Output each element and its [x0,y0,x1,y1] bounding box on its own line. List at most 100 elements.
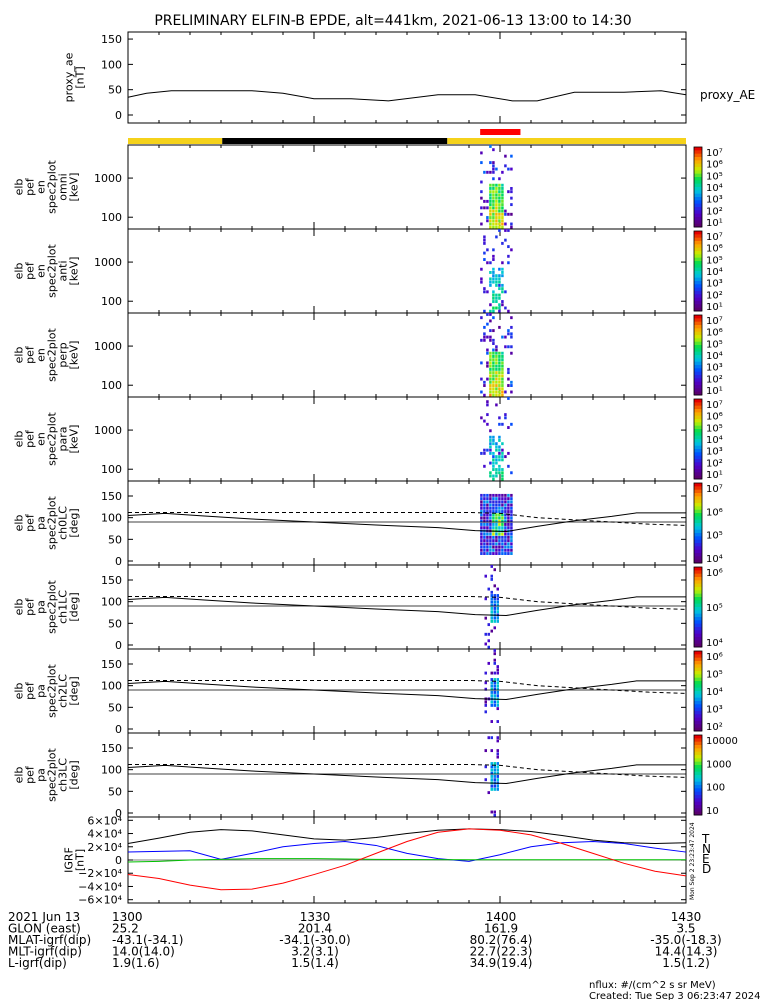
spectrogram-cell [480,506,483,510]
spectrogram-cell [493,778,496,782]
spectrogram-cell [507,261,510,265]
colorbar-segment [694,677,702,682]
spectrogram-cell [507,245,510,249]
orbit-value: 3.2(3.1) [291,945,339,959]
orbit-value: 14.0(14.0) [112,945,175,959]
y-axis-label: elb [13,515,26,532]
y-axis-label: en [35,348,48,362]
spectrogram-cell [495,283,498,287]
spectrogram-cell [507,190,510,194]
colorbar-tick-label: 10⁴ [706,183,723,194]
colorbar-segment [694,765,702,769]
bfield-N-line [127,840,687,862]
spectrogram-cell [486,216,489,219]
colorbar-frame [693,566,703,648]
spectrogram-cell [507,493,510,497]
y-tick-label: 100 [101,295,122,308]
colorbar-tick-label: 10⁵ [706,423,723,434]
spectrogram-cell [498,458,501,462]
colorbar-segment [694,271,702,275]
spectrogram-cell [498,358,501,362]
spectrogram-cell [498,451,501,455]
colorbar-tick-label: 10⁷ [706,148,723,159]
spectrogram-cell [490,771,493,775]
colorbar-segment [694,791,702,796]
colorbar-segment [694,385,702,389]
y-tick-label: 6×10⁴ [87,814,122,827]
orbit-value: 14.4(14.3) [655,945,718,959]
colorbar-segment [694,808,702,813]
colorbar-segment [694,402,702,407]
spectrogram-cell [483,516,486,520]
spectrogram-cell [496,607,499,610]
spectrogram-cell [489,303,492,307]
spectrogram-cell [498,351,501,355]
colorbar-segment [694,358,702,363]
colorbar-tick-label: 10¹ [706,386,723,397]
spectrogram-cell [498,523,501,526]
y-axis-label: pef [24,177,37,196]
spectrogram-cell [483,503,486,507]
spectrogram-cell [492,361,495,365]
spectrogram-cell [489,367,492,371]
spectrogram-cell [492,348,495,352]
spectrogram-cell [501,393,504,397]
colorbar-segment [694,496,702,501]
spectrogram-cell [492,216,495,219]
spectrogram-cell [490,629,493,633]
colorbar-segment [694,577,702,581]
spectrogram-cell [504,154,507,158]
spectrogram-cell [489,384,492,387]
spectrogram-cell [495,167,498,171]
colorbar-segment [694,711,702,715]
colorbar-segment [694,509,702,514]
colorbar-segment [694,187,702,191]
y-tick-label: 150 [101,742,122,755]
spectrogram-cell [486,403,489,407]
spectrogram-cell [492,355,495,358]
spectrogram-cell [498,393,501,397]
spectrogram-cell [495,403,498,407]
spectrogram-cell [487,736,490,740]
spectrogram-cell [492,552,495,555]
spectrogram-cell [490,691,493,694]
spectrogram-cell [498,377,501,381]
spectrogram-cell [490,787,493,791]
colorbar-segment [694,331,702,336]
colorbar-segment [694,617,702,621]
colorbar-segment [694,549,702,554]
spectrogram-cell [510,196,513,200]
spectrogram-cell [495,222,498,226]
orbit-value: -43.1(-34.1) [112,933,183,947]
spectrogram-cell [486,313,489,316]
spectrogram-cell [489,277,492,281]
spectrogram-cell [495,216,498,219]
spectrogram-cell [498,448,501,452]
colorbar-segment [694,415,702,420]
spectrogram-cell [501,170,504,174]
spectrogram-cell [489,222,492,226]
spectrogram-cell [486,199,489,203]
spectrogram-cell [492,164,495,168]
spectrogram-cell [490,687,493,691]
colorbar-segment [694,583,702,588]
colorbar-segment [694,439,702,443]
spectrogram-cell [504,523,507,526]
spectrogram-cell [507,539,510,543]
spectrogram-cell [495,461,498,465]
spectrogram-cell [510,384,513,387]
spectrogram-cell [493,678,496,681]
y-axis-label: IGRF [63,847,76,873]
spectrogram-cell [492,209,495,213]
spectrogram-cell [495,358,498,362]
y-axis-label: pef [24,513,37,532]
bfield-D-line [127,828,687,891]
colorbar-segment [694,556,702,561]
spectrogram-cell [492,193,495,197]
spectrogram-cell [501,548,504,552]
spectrogram-cell [489,497,492,501]
spectrogram-cell [492,510,495,513]
spectrogram-cell [493,810,496,814]
spectrogram-cell [490,619,493,623]
